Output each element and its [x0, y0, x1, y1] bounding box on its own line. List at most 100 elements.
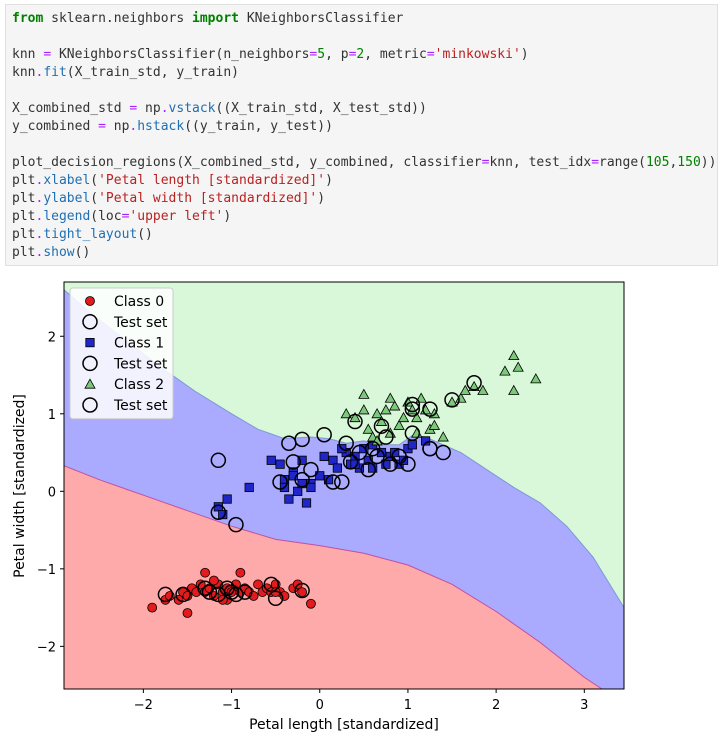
- test-set-marker: [404, 396, 421, 413]
- class-0-point: [279, 591, 290, 601]
- class-1-point: [288, 471, 298, 481]
- code-token: hstack: [137, 119, 185, 134]
- class-2-point: [389, 400, 401, 411]
- legend-marker: [85, 338, 95, 348]
- code-token: import: [192, 11, 239, 26]
- test-set-marker: [228, 586, 244, 603]
- class-2-point: [508, 384, 520, 395]
- test-set-marker: [197, 580, 213, 596]
- test-set-marker: [444, 392, 460, 408]
- legend-box: [69, 287, 174, 420]
- class-0-point: [209, 575, 219, 586]
- test-set-marker: [316, 426, 332, 443]
- test-set-marker: [378, 429, 394, 445]
- class-2-point: [437, 431, 449, 442]
- class-1-point: [244, 482, 254, 493]
- x-tick-label: 2: [492, 698, 500, 713]
- class-1-point: [420, 436, 431, 446]
- code-token: xlabel: [43, 173, 91, 188]
- code-token: legend: [43, 209, 91, 224]
- code-token: ): [223, 209, 232, 224]
- code-token: .: [35, 209, 44, 224]
- code-token: vstack: [168, 101, 216, 116]
- class-2-point: [499, 365, 511, 376]
- test-set-marker: [364, 440, 381, 457]
- code-token: ): [325, 173, 333, 188]
- class-1-point: [218, 509, 228, 520]
- class-2-point: [371, 407, 383, 419]
- code-token: 2: [356, 47, 365, 62]
- test-set-marker: [338, 435, 354, 451]
- x-tick-label: 0: [316, 698, 324, 713]
- legend-marker: [82, 355, 98, 372]
- y-tick-label: −1: [37, 563, 56, 578]
- code-line: X_combined_std = np.vstack((X_train_std,…: [12, 100, 427, 118]
- class-1-point: [297, 455, 307, 465]
- legend-marker: [82, 397, 98, 413]
- code-token: 'minkowski': [434, 47, 521, 62]
- class-1-point: [328, 455, 338, 465]
- test-set-marker: [422, 440, 438, 457]
- class-0-point: [297, 587, 308, 597]
- code-token: =: [426, 47, 435, 62]
- code-line: knn.fit(X_train_std, y_train): [12, 64, 239, 82]
- class-2-point: [530, 373, 542, 384]
- code-token: sklearn.neighbors: [43, 11, 193, 26]
- class-2-point: [512, 361, 524, 372]
- code-token: knn: [12, 65, 36, 80]
- code-token: =: [43, 47, 52, 62]
- code-cell[interactable]: from sklearn.neighbors import KNeighbors…: [5, 4, 718, 266]
- code-token: =: [348, 47, 357, 62]
- code-line: plot_decision_regions(X_combined_std, y_…: [12, 154, 716, 172]
- code-token: .: [35, 173, 44, 188]
- code-token: (loc: [90, 209, 122, 224]
- code-token: np: [137, 101, 161, 116]
- x-tick-label: −2: [134, 698, 153, 713]
- class-1-point: [332, 463, 342, 473]
- code-token: show: [43, 245, 75, 260]
- class-0-point: [235, 567, 246, 578]
- class-0-point: [147, 602, 158, 613]
- code-token: 5: [317, 47, 326, 62]
- code-token: tight_layout: [43, 227, 138, 242]
- class-1-point: [213, 502, 223, 512]
- code-token: KNeighborsClassifier: [239, 11, 404, 26]
- legend-label: Test set: [113, 398, 168, 414]
- class-1-point: [407, 440, 417, 450]
- code-line: plt.show(): [12, 244, 90, 262]
- test-set-marker: [360, 461, 377, 478]
- code-token: plt: [12, 191, 36, 206]
- code-token: ylabel: [43, 191, 91, 206]
- code-token: (: [90, 173, 99, 188]
- code-token: ,: [669, 155, 678, 170]
- code-token: =: [481, 155, 490, 170]
- code-token: .: [160, 101, 169, 116]
- test-set-marker: [272, 474, 288, 490]
- class-1-point: [222, 494, 232, 504]
- legend: Class 0 Test set Class 1 Test set Class 2 Tes…: [69, 287, 174, 420]
- test-set-marker: [294, 471, 310, 488]
- code-token: .: [129, 119, 138, 134]
- code-token: (X_train_std, y_train): [66, 65, 239, 80]
- class-2-point: [477, 384, 489, 395]
- class-2-point: [362, 423, 374, 434]
- test-set-marker: [294, 431, 310, 448]
- class-1-point: [297, 478, 307, 489]
- class-2-point: [508, 349, 520, 361]
- class-1-point: [293, 486, 303, 496]
- class-2-point: [358, 404, 370, 415]
- test-set-marker: [404, 401, 421, 417]
- code-token: 105: [645, 155, 670, 170]
- code-token: =: [121, 209, 130, 224]
- class-2-point: [459, 384, 471, 395]
- y-tick-label: 0: [48, 485, 56, 500]
- test-set-marker: [325, 474, 341, 490]
- code-token: knn, test_idx: [489, 155, 592, 170]
- code-token: ): [520, 47, 529, 62]
- test-set-marker: [175, 586, 191, 603]
- code-token: ): [317, 191, 326, 206]
- code-token: plt: [12, 245, 36, 260]
- class-1-point: [284, 494, 294, 504]
- code-token: 'Petal width [standardized]': [98, 191, 318, 206]
- code-line: plt.ylabel('Petal width [standardized]'): [12, 190, 325, 208]
